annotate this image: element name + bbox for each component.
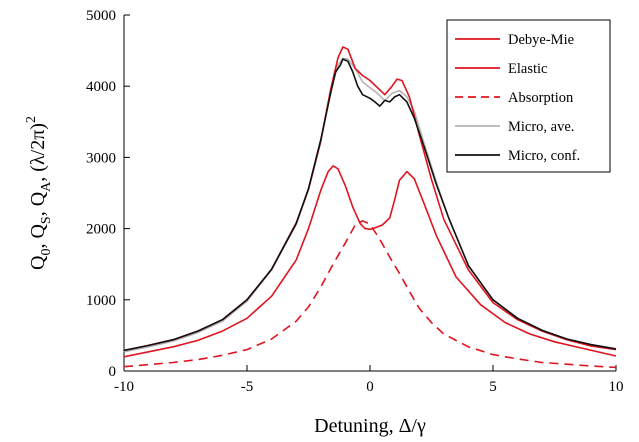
- x-tick-label: 5: [489, 379, 497, 395]
- x-tick-label: -10: [114, 379, 134, 395]
- legend-items: Debye-Mie Elastic Absorption Micro, ave. Mic…: [455, 32, 580, 164]
- y-axis-label: Q0, QS, QA, (λ/2π)2: [24, 116, 54, 270]
- series-line-elastic: [123, 165, 617, 358]
- y-tick-label: 3000: [86, 150, 116, 166]
- legend-label: Micro, ave.: [508, 119, 574, 135]
- axis-tick-labels: -10 -5 0 5 10 0 1000 2000 3000 4000 5000: [86, 8, 624, 395]
- y-tick-label: 1000: [86, 293, 116, 309]
- series-layer: [123, 46, 617, 369]
- x-tick-label: 0: [366, 379, 374, 395]
- y-tick-label: 4000: [86, 79, 116, 95]
- x-axis-label: Detuning, Δ/γ: [314, 415, 426, 437]
- legend-label: Debye-Mie: [508, 32, 574, 48]
- series-line-micro-conf: [123, 58, 617, 352]
- axis-ticks: [123, 14, 617, 372]
- legend-label: Micro, conf.: [508, 148, 580, 164]
- legend: Debye-Mie Elastic Absorption Micro, ave. Mic…: [446, 19, 611, 173]
- y-tick-label: 5000: [86, 8, 116, 24]
- legend-label: Absorption: [508, 90, 574, 106]
- x-tick-label: 10: [609, 379, 624, 395]
- legend-box: [446, 19, 611, 173]
- y-tick-label: 0: [109, 364, 117, 380]
- legend-label: Elastic: [508, 61, 547, 77]
- y-tick-label: 2000: [86, 222, 116, 238]
- series-line-absorption: [123, 220, 617, 369]
- x-tick-label: -5: [241, 379, 254, 395]
